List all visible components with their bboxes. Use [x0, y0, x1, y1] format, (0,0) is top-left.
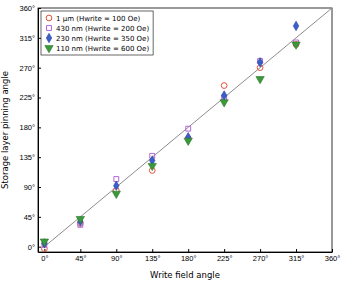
tick-mark — [80, 249, 81, 252]
tick-mark — [116, 249, 117, 252]
point — [186, 126, 191, 131]
legend-marker — [45, 46, 53, 53]
tick: 0° — [28, 243, 41, 252]
series — [40, 42, 300, 246]
y-axis: 0° 45° 90° 135° 180° 225° 270° 315° 360° — [19, 4, 41, 253]
tick-mark — [224, 249, 225, 252]
series — [42, 40, 299, 247]
tick-mark — [152, 249, 153, 252]
tick-label: 360° — [19, 4, 35, 13]
tick: 270° — [19, 64, 41, 73]
x-axis: 0° 45° 90° 135° 180° 225° 270° 315° 360° — [39, 249, 341, 263]
tick-label: 315° — [289, 254, 305, 263]
tick-label: 270° — [253, 254, 269, 263]
series — [42, 42, 299, 252]
plot-area — [40, 8, 332, 252]
tick-mark — [260, 249, 261, 252]
tick: 90° — [111, 249, 122, 263]
tick: 225° — [217, 249, 233, 263]
tick-mark — [188, 249, 189, 252]
tick: 180° — [181, 249, 197, 263]
tick-label: 180° — [19, 123, 35, 132]
tick: 360° — [325, 249, 341, 263]
legend-marker — [46, 15, 52, 21]
legend-marker — [47, 26, 52, 31]
legend-label: 230 nm (Hwrite = 350 Oe) — [56, 35, 149, 43]
tick-label: 0° — [41, 254, 48, 263]
y-axis-title: Storage layer pinning angle — [0, 71, 10, 189]
point — [220, 100, 228, 107]
point — [221, 83, 227, 89]
tick-mark — [38, 157, 41, 158]
tick: 45° — [24, 213, 41, 222]
tick: 135° — [145, 249, 161, 263]
tick-label: 225° — [19, 93, 35, 102]
tick-mark — [38, 247, 41, 248]
point — [221, 91, 226, 100]
tick: 315° — [289, 249, 305, 263]
tick: 360° — [19, 4, 41, 13]
axis-line — [38, 9, 39, 253]
axis-line — [39, 252, 333, 253]
tick-label: 0° — [28, 243, 35, 252]
tick-mark — [38, 98, 41, 99]
tick: 135° — [19, 153, 41, 162]
point — [76, 216, 84, 223]
plot-frame — [38, 8, 332, 252]
tick-label: 135° — [19, 153, 35, 162]
tick-mark — [38, 217, 41, 218]
point — [293, 21, 298, 30]
point — [292, 42, 300, 49]
point — [40, 239, 48, 246]
x-axis-title: Write field angle — [150, 270, 220, 280]
tick-label: 225° — [217, 254, 233, 263]
tick-label: 45° — [75, 254, 86, 263]
legend-marker — [46, 33, 51, 42]
tick-label: 90° — [24, 183, 35, 192]
legend-box — [41, 11, 153, 55]
point — [184, 138, 192, 145]
legend-label: 430 nm (Hwrite = 200 Oe) — [56, 25, 149, 33]
point — [148, 163, 156, 170]
tick-label: 180° — [181, 254, 197, 263]
tick-mark — [38, 8, 41, 9]
tick: 225° — [19, 93, 41, 102]
tick-label: 315° — [19, 34, 35, 43]
diagonal-line — [44, 8, 332, 247]
tick-mark — [38, 68, 41, 69]
chart: 0° 45° 90° 135° 180° 225° 270° 315° 360° 0° 45° 90°… — [0, 0, 344, 282]
legend-label: 1 µm (Hwrite = 100 Oe) — [56, 15, 140, 23]
tick-label: 270° — [19, 64, 35, 73]
tick-label: 45° — [24, 213, 35, 222]
tick-label: 90° — [111, 254, 122, 263]
tick-mark — [38, 127, 41, 128]
tick-mark — [38, 38, 41, 39]
tick-label: 135° — [145, 254, 161, 263]
legend-label: 110 nm (Hwrite = 600 Oe) — [56, 45, 149, 53]
point — [112, 191, 120, 198]
tick: 270° — [253, 249, 269, 263]
tick-mark — [332, 249, 333, 252]
tick: 315° — [19, 34, 41, 43]
tick-label: 360° — [325, 254, 341, 263]
point — [256, 77, 264, 84]
tick-mark — [296, 249, 297, 252]
tick: 90° — [24, 183, 41, 192]
tick-mark — [38, 187, 41, 188]
tick: 45° — [75, 249, 86, 263]
legend: 1 µm (Hwrite = 100 Oe) 430 nm (Hwrite = 2… — [41, 11, 153, 55]
point — [114, 181, 119, 190]
tick: 180° — [19, 123, 41, 132]
point — [257, 58, 262, 67]
